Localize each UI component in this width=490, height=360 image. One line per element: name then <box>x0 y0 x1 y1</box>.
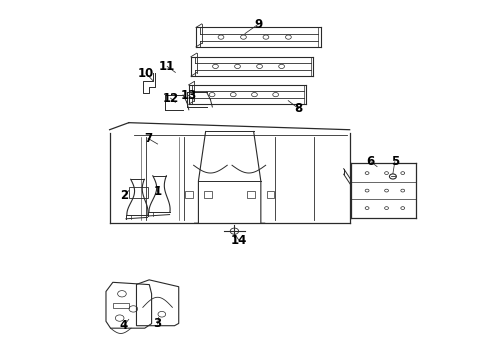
Bar <box>185 190 193 198</box>
Text: 11: 11 <box>159 60 175 73</box>
Text: 5: 5 <box>391 155 399 168</box>
Bar <box>204 190 212 198</box>
Text: 13: 13 <box>180 89 196 102</box>
Bar <box>267 190 274 198</box>
Bar <box>129 187 148 198</box>
Bar <box>113 303 129 309</box>
Text: 12: 12 <box>163 92 179 105</box>
Text: 3: 3 <box>153 318 162 330</box>
Text: 2: 2 <box>120 189 128 202</box>
Text: 10: 10 <box>138 67 154 80</box>
Text: 9: 9 <box>254 18 263 31</box>
Bar <box>247 190 255 198</box>
Text: 14: 14 <box>231 234 247 247</box>
Text: 8: 8 <box>294 102 303 115</box>
Text: 6: 6 <box>367 155 375 168</box>
Text: 1: 1 <box>153 185 162 198</box>
Text: 7: 7 <box>144 132 152 145</box>
Text: 4: 4 <box>120 319 128 332</box>
